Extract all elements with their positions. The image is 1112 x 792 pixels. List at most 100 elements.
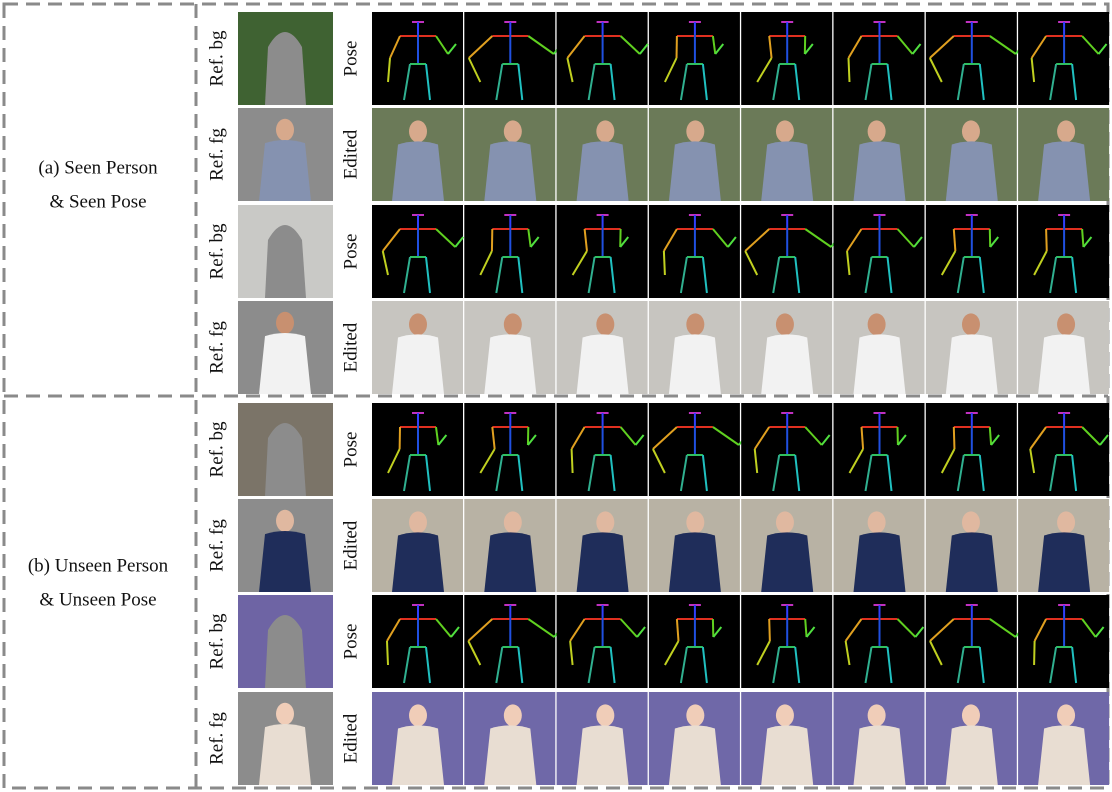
person-body [259, 140, 311, 201]
person-body [1038, 725, 1090, 785]
person-body [669, 334, 721, 394]
person-head [504, 313, 522, 335]
person-head [686, 120, 704, 142]
person-body [1038, 334, 1090, 394]
person-head [596, 704, 614, 726]
person-head [962, 511, 980, 533]
person-head [596, 120, 614, 142]
pose-limb [848, 58, 849, 82]
person-head [868, 704, 886, 726]
strip-label: Pose [340, 624, 361, 660]
ref-label: Ref. fg [206, 321, 227, 374]
person-body [484, 334, 536, 394]
person-body [854, 532, 906, 592]
person-head [1057, 120, 1075, 142]
pose-limb [387, 641, 388, 665]
person-body [259, 333, 311, 394]
person-body [761, 334, 813, 394]
person-body [577, 141, 629, 201]
person-head [776, 511, 794, 533]
person-head [276, 312, 294, 334]
person-body [1038, 141, 1090, 201]
person-body [761, 725, 813, 785]
strip-label: Edited [340, 713, 361, 763]
pose-limb [769, 619, 770, 641]
pose-limb [664, 251, 665, 275]
person-head [962, 704, 980, 726]
person-head [276, 510, 294, 532]
person-body [669, 532, 721, 592]
person-body [259, 724, 311, 785]
person-body [484, 141, 536, 201]
ref-label: Ref. fg [206, 519, 227, 572]
person-body [946, 725, 998, 785]
section-label: & Seen Pose [49, 191, 146, 212]
person-body [1038, 532, 1090, 592]
person-head [776, 313, 794, 335]
section-label: (b) Unseen Person [28, 555, 169, 576]
person-body [484, 725, 536, 785]
figure: (a) Seen Person & Seen Pose Ref. bg Pose Ref… [0, 0, 1112, 792]
ref-label: Ref. bg [206, 30, 227, 86]
pose-limb [572, 449, 573, 473]
person-head [686, 313, 704, 335]
person-head [409, 313, 427, 335]
strip-label: Pose [340, 41, 361, 77]
person-head [409, 120, 427, 142]
person-head [776, 120, 794, 142]
person-head [276, 119, 294, 141]
strip-label: Edited [340, 129, 361, 179]
person-body [484, 532, 536, 592]
person-body [577, 532, 629, 592]
person-body [854, 141, 906, 201]
ref-label: Ref. bg [206, 421, 227, 477]
person-head [1057, 511, 1075, 533]
pose-limb [954, 427, 955, 449]
ref-label: Ref. fg [206, 712, 227, 765]
person-body [761, 532, 813, 592]
person-head [596, 511, 614, 533]
ref-label: Ref. bg [206, 223, 227, 279]
person-head [868, 511, 886, 533]
section-label: & Unseen Pose [39, 589, 156, 610]
person-head [276, 703, 294, 725]
person-body [577, 334, 629, 394]
person-body [761, 141, 813, 201]
strip-label: Edited [340, 520, 361, 570]
person-head [409, 511, 427, 533]
pose-limb [990, 427, 991, 445]
person-body [946, 334, 998, 394]
person-body [946, 532, 998, 592]
person-body [854, 334, 906, 394]
person-head [962, 120, 980, 142]
person-body [946, 141, 998, 201]
person-head [686, 511, 704, 533]
person-head [504, 511, 522, 533]
person-head [504, 120, 522, 142]
person-body [669, 141, 721, 201]
person-head [504, 704, 522, 726]
person-head [868, 313, 886, 335]
person-head [1057, 704, 1075, 726]
person-head [868, 120, 886, 142]
person-body [577, 725, 629, 785]
ref-label: Ref. fg [206, 128, 227, 181]
strip-label: Pose [340, 432, 361, 468]
section-label: (a) Seen Person [38, 157, 158, 178]
person-body [259, 531, 311, 592]
person-head [596, 313, 614, 335]
pose-limb [1082, 229, 1083, 247]
person-body [392, 725, 444, 785]
person-head [686, 704, 704, 726]
person-body [854, 725, 906, 785]
strip-label: Edited [340, 322, 361, 372]
person-body [669, 725, 721, 785]
person-head [1057, 313, 1075, 335]
strip-label: Pose [340, 234, 361, 270]
ref-label: Ref. bg [206, 613, 227, 669]
person-head [962, 313, 980, 335]
person-body [392, 334, 444, 394]
person-body [392, 141, 444, 201]
person-body [392, 532, 444, 592]
pose-limb [1046, 229, 1047, 251]
